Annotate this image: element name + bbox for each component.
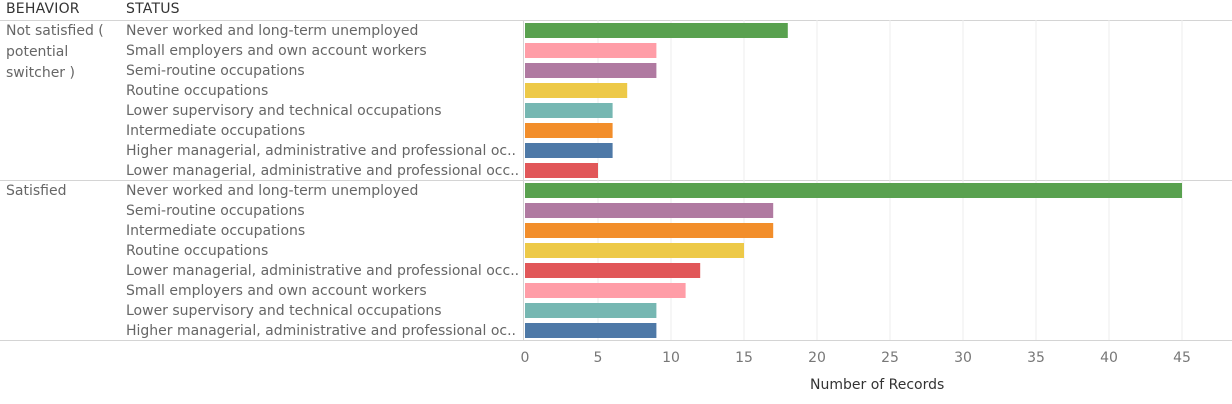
x-tick-label: 15 (735, 350, 753, 366)
x-tick-label: 45 (1173, 350, 1191, 366)
bar[interactable] (525, 263, 701, 278)
bar[interactable] (525, 63, 657, 78)
x-tick-label: 20 (808, 350, 826, 366)
bar[interactable] (525, 323, 657, 338)
bar[interactable] (525, 243, 744, 258)
x-tick-label: 35 (1027, 350, 1045, 366)
x-tick-label: 10 (662, 350, 680, 366)
bar[interactable] (525, 123, 613, 138)
status-header: STATUS (126, 1, 180, 17)
bar[interactable] (525, 23, 788, 38)
x-tick-label: 25 (881, 350, 899, 366)
x-tick-label: 0 (521, 350, 530, 366)
bar[interactable] (525, 203, 774, 218)
top-divider (0, 20, 1232, 21)
bar[interactable] (525, 83, 628, 98)
bar[interactable] (525, 103, 613, 118)
behavior-header: BEHAVIOR (6, 1, 80, 17)
group-label-0: Not satisfied ( potential switcher ) (6, 23, 104, 81)
x-tick-label: 5 (594, 350, 603, 366)
bar[interactable] (525, 163, 598, 178)
plot-left-border (523, 20, 524, 340)
x-tick-label: 40 (1100, 350, 1118, 366)
bar[interactable] (525, 183, 1182, 198)
bar[interactable] (525, 303, 657, 318)
bar[interactable] (525, 283, 686, 298)
x-tick-label: 30 (954, 350, 972, 366)
group-divider (0, 180, 1232, 181)
bar[interactable] (525, 43, 657, 58)
bar[interactable] (525, 143, 613, 158)
group-label-1: Satisfied (6, 183, 67, 199)
axis-divider (0, 340, 1232, 341)
bar[interactable] (525, 223, 774, 238)
x-axis-title: Number of Records (810, 377, 945, 393)
